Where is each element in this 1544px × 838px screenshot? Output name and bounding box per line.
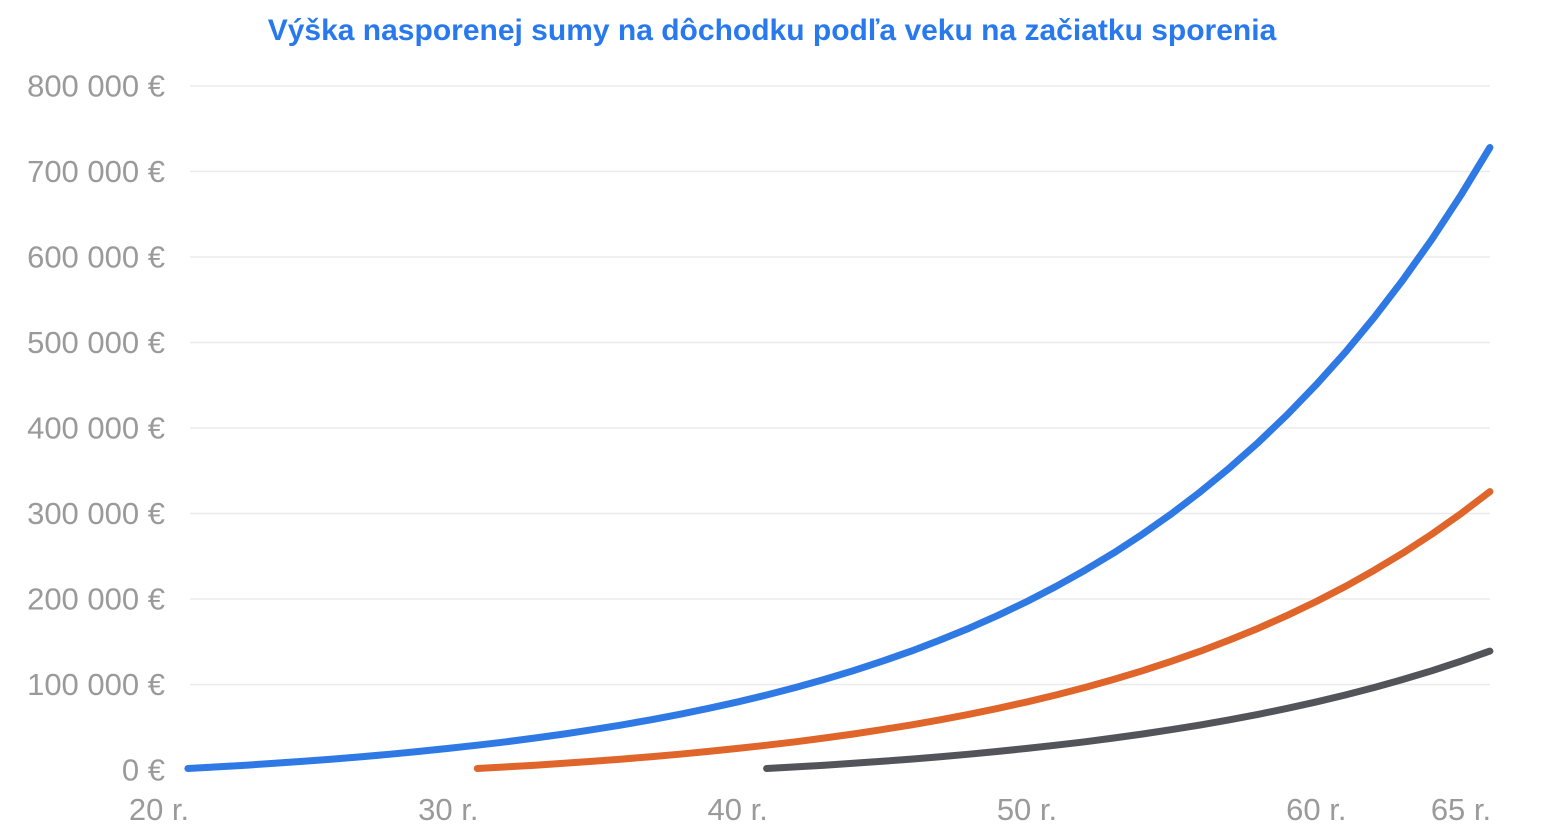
y-axis-tick-label: 400 000 € [27, 411, 165, 446]
x-axis-tick-label: 65 r. [1431, 792, 1491, 827]
series-line-start-age-20 [184, 144, 1494, 772]
x-axis-tick-label: 40 r. [707, 792, 767, 827]
y-axis-tick-label: 0 € [122, 753, 165, 788]
y-axis-tick-label: 600 000 € [27, 240, 165, 275]
y-axis-tick-label: 700 000 € [27, 154, 165, 189]
gridline-group [190, 85, 1490, 686]
x-axis-tick-label: 20 r. [129, 792, 189, 827]
x-axis-tick-label: 30 r. [418, 792, 478, 827]
y-axis-tick-label: 800 000 € [27, 69, 165, 104]
x-axis-tick-label: 50 r. [997, 792, 1057, 827]
chart-title: Výška nasporenej sumy na dôchodku podľa … [267, 14, 1277, 47]
series-line-start-age-30 [473, 488, 1494, 772]
y-axis-tick-label: 100 000 € [27, 667, 165, 702]
y-axis-tick-label: 200 000 € [27, 582, 165, 617]
x-axis-tick-label: 60 r. [1286, 792, 1346, 827]
y-axis-tick-label: 500 000 € [27, 325, 165, 360]
series-line-start-age-40 [763, 647, 1494, 772]
y-axis-tick-label: 300 000 € [27, 496, 165, 531]
